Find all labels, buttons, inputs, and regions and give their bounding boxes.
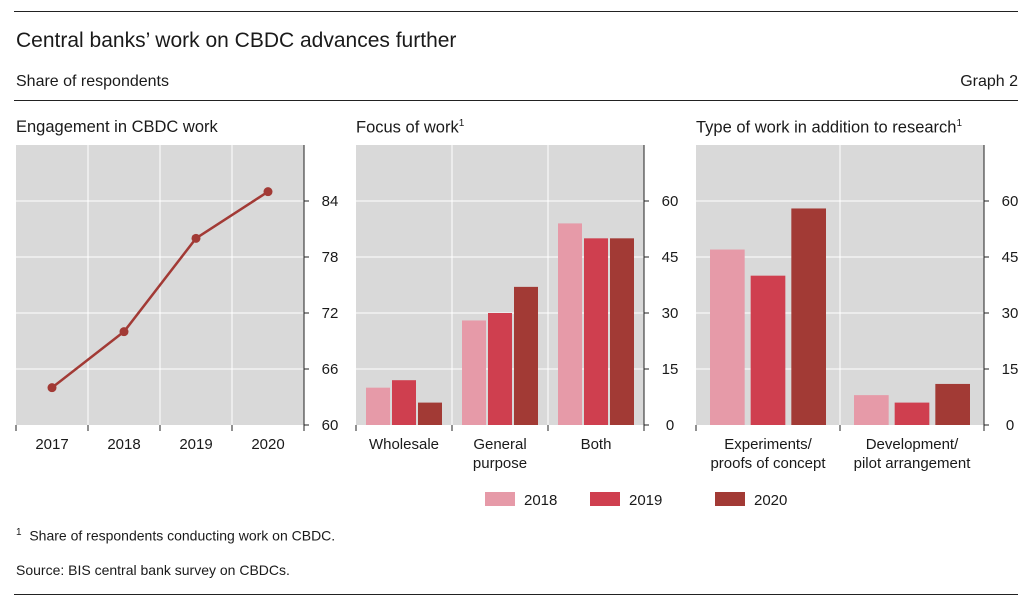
bar-2018 xyxy=(462,320,486,425)
y-tick-label: 72 xyxy=(322,305,339,322)
bar-2018 xyxy=(558,223,582,425)
x-category-label: Wholesale xyxy=(369,436,439,453)
y-tick-label: 15 xyxy=(662,361,679,378)
x-category-label: pilot arrangement xyxy=(854,455,972,472)
bar-2019 xyxy=(894,402,930,425)
y-tick-label: 60 xyxy=(1002,193,1019,210)
bar-2019 xyxy=(488,313,512,425)
legend-swatch-2018 xyxy=(485,492,515,506)
x-category-label: Both xyxy=(581,436,612,453)
y-tick-label: 30 xyxy=(1002,305,1019,322)
y-tick-label: 60 xyxy=(322,417,339,434)
y-tick-label: 0 xyxy=(666,417,674,434)
x-category-label: General xyxy=(473,436,526,453)
data-point xyxy=(47,383,57,393)
y-tick-label: 15 xyxy=(1002,361,1019,378)
x-category-label: proofs of concept xyxy=(710,455,826,472)
bar-2020 xyxy=(610,238,634,425)
top-rule xyxy=(14,11,1018,12)
bar-2018 xyxy=(710,249,745,425)
legend-label-2019: 2019 xyxy=(629,492,662,509)
y-tick-label: 45 xyxy=(662,249,679,266)
bar-2018 xyxy=(854,395,889,425)
panel-1: 0 15 30 45 60 Wholesale General purpose Both xyxy=(355,145,679,472)
bar-2019 xyxy=(750,275,786,425)
y-tick-label: 30 xyxy=(662,305,679,322)
x-category-label: purpose xyxy=(473,455,527,472)
legend-swatch-2020 xyxy=(715,492,745,506)
bar-2019 xyxy=(392,380,416,425)
chart-subtitle: Share of respondents xyxy=(16,73,169,90)
legend-swatch-2019 xyxy=(590,492,620,506)
data-point xyxy=(263,187,273,197)
bar-2019 xyxy=(584,238,608,425)
y-tick-label: 0 xyxy=(1006,417,1014,434)
bar-2020 xyxy=(791,208,826,425)
x-tick-label: 2018 xyxy=(107,436,140,453)
y-tick-label: 78 xyxy=(322,249,339,266)
y-tick-label: 60 xyxy=(662,193,679,210)
panel-title-type: Type of work in addition to research1 xyxy=(696,118,963,137)
header-rule xyxy=(14,100,1018,101)
footnote: 1 Share of respondents conducting work o… xyxy=(16,527,336,544)
data-point xyxy=(119,327,129,337)
source-note: Source: BIS central bank survey on CBDCs… xyxy=(16,562,290,578)
graph-number: Graph 2 xyxy=(960,73,1018,90)
y-tick-label: 84 xyxy=(322,193,339,210)
legend-label-2020: 2020 xyxy=(754,492,787,509)
panel-title-engagement: Engagement in CBDC work xyxy=(16,118,218,136)
panel-0: 60 66 72 78 84 2017 2018 2019 2020 xyxy=(15,145,339,453)
chart-title: Central banks’ work on CBDC advances fur… xyxy=(16,29,457,52)
legend: 2018 2019 2020 xyxy=(485,492,787,509)
y-tick-label: 66 xyxy=(322,361,339,378)
bar-2020 xyxy=(935,383,970,425)
bar-2020 xyxy=(514,286,538,425)
bar-2020 xyxy=(418,402,442,425)
x-category-label: Experiments/ xyxy=(724,436,812,453)
x-category-label: Development/ xyxy=(866,436,959,453)
bar-2018 xyxy=(366,387,390,425)
series-line xyxy=(51,190,269,389)
x-tick-label: 2017 xyxy=(35,436,68,453)
panel-2: 0 15 30 45 60 Experiments/proofs of concept De… xyxy=(695,145,1019,472)
bottom-rule xyxy=(14,594,1018,595)
legend-label-2018: 2018 xyxy=(524,492,557,509)
data-point xyxy=(191,233,201,243)
x-tick-label: 2020 xyxy=(251,436,284,453)
x-tick-label: 2019 xyxy=(179,436,212,453)
panel-title-focus: Focus of work1 xyxy=(356,118,465,137)
y-tick-label: 45 xyxy=(1002,249,1019,266)
